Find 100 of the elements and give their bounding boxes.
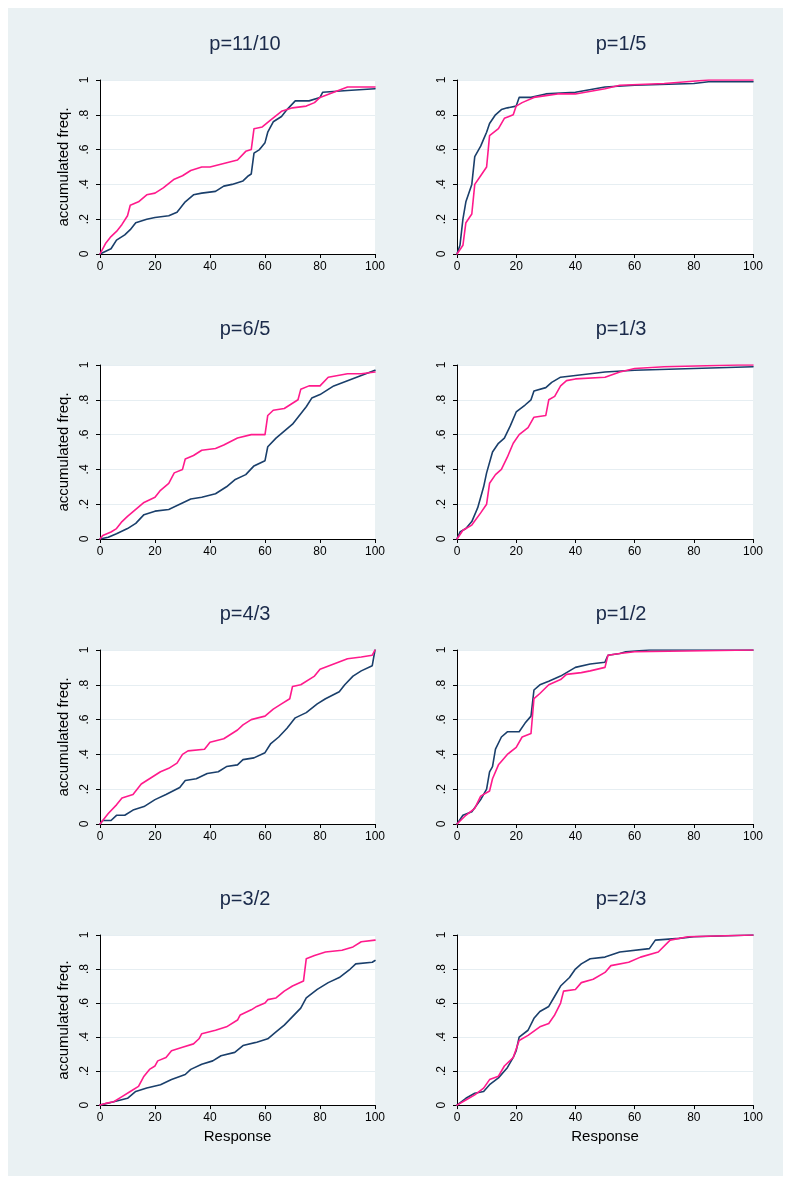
x-tick-label: 20 (148, 1110, 162, 1125)
y-tick-label: .6 (77, 429, 91, 440)
y-tick-label: 0 (434, 1101, 448, 1109)
y-tick-label: 1 (77, 361, 91, 369)
x-tick-label: 40 (568, 1110, 583, 1125)
x-tick-label: 100 (742, 259, 764, 273)
x-tick-label: 60 (258, 259, 272, 273)
y-tick-label: .2 (77, 1065, 91, 1077)
x-tick-label: 40 (203, 544, 217, 558)
x-tick-label: 60 (627, 259, 642, 273)
x-tick-label: 80 (687, 259, 701, 273)
y-tick-label: .6 (77, 714, 91, 725)
y-axis-title: accumulated freq. (54, 392, 71, 512)
chart-title: p=1/2 (595, 602, 647, 624)
x-tick-label: 60 (258, 829, 272, 843)
y-tick-label: .2 (77, 213, 91, 225)
y-tick-label: 1 (434, 76, 448, 84)
y-tick-label: .4 (77, 464, 91, 475)
x-tick-label: 0 (96, 259, 104, 273)
y-tick-label: .2 (77, 498, 91, 510)
y-tick-label: 0 (434, 250, 448, 258)
x-tick-label: 0 (453, 544, 461, 558)
y-axis-title: accumulated freq. (54, 677, 71, 797)
y-tick-label: .2 (434, 783, 448, 795)
x-tick-label: 80 (313, 259, 327, 273)
x-tick-label: 20 (509, 829, 524, 843)
x-tick-label: 100 (364, 544, 386, 558)
x-tick-label: 20 (148, 544, 162, 558)
chart-title: p=3/2 (219, 887, 271, 909)
y-tick-label: .2 (434, 1065, 448, 1077)
y-tick-label: .4 (434, 464, 448, 475)
x-tick-label: 0 (453, 259, 461, 273)
x-tick-label: 0 (453, 1110, 461, 1125)
x-tick-label: 20 (509, 259, 524, 273)
x-tick-label: 100 (364, 829, 386, 843)
y-tick-label: 1 (434, 646, 448, 654)
x-tick-label: 60 (627, 829, 642, 843)
x-tick-label: 0 (96, 544, 104, 558)
chart-title: p=1/5 (595, 32, 647, 54)
x-tick-label: 100 (364, 1110, 386, 1125)
x-tick-label: 100 (742, 1110, 764, 1125)
x-tick-label: 80 (313, 1110, 327, 1125)
y-tick-label: 0 (77, 250, 91, 258)
x-tick-label: 40 (568, 259, 583, 273)
y-tick-label: 1 (434, 361, 448, 369)
x-tick-label: 80 (313, 829, 327, 843)
y-tick-label: .6 (77, 144, 91, 155)
x-tick-label: 100 (742, 544, 764, 558)
x-tick-label: 20 (148, 259, 162, 273)
y-tick-label: 0 (434, 535, 448, 543)
x-tick-label: 100 (364, 259, 386, 273)
y-tick-label: 0 (77, 1101, 91, 1109)
y-tick-label: 1 (434, 931, 448, 939)
x-tick-label: 80 (687, 1110, 701, 1125)
line-series (99, 649, 376, 825)
x-tick-label: 60 (627, 1110, 642, 1125)
x-tick-label: 40 (203, 829, 217, 843)
y-tick-label: .4 (77, 1031, 91, 1043)
y-tick-label: .4 (434, 1031, 448, 1043)
y-tick-label: .6 (434, 714, 448, 725)
y-axis-title: accumulated freq. (54, 960, 71, 1080)
y-tick-label: .2 (434, 498, 448, 510)
chart-title: p=1/3 (595, 317, 647, 339)
y-tick-label: .4 (77, 179, 91, 190)
y-tick-label: 0 (77, 535, 91, 543)
y-tick-label: .8 (77, 109, 91, 120)
x-tick-label: 20 (509, 1110, 524, 1125)
x-tick-label: 60 (627, 544, 642, 558)
y-tick-label: 1 (77, 76, 91, 84)
y-tick-label: 0 (77, 820, 91, 828)
chart-title: p=11/10 (209, 32, 281, 54)
y-tick-label: .8 (434, 394, 448, 405)
y-tick-label: .8 (77, 679, 91, 690)
x-tick-label: 80 (687, 544, 701, 558)
x-tick-label: 40 (203, 259, 217, 273)
y-tick-label: 0 (434, 820, 448, 828)
x-tick-label: 20 (509, 544, 524, 558)
y-tick-label: .8 (434, 679, 448, 690)
y-tick-label: 1 (77, 931, 91, 939)
chart-title: p=6/5 (219, 317, 271, 339)
x-axis-title: Response (203, 1127, 272, 1144)
chart-title: p=4/3 (219, 602, 271, 624)
x-tick-label: 0 (96, 1110, 104, 1125)
y-tick-label: .6 (77, 997, 91, 1009)
x-tick-label: 0 (453, 829, 461, 843)
y-axis-title: accumulated freq. (54, 107, 71, 227)
line-series (456, 934, 754, 1106)
x-tick-label: 60 (258, 544, 272, 558)
x-tick-label: 60 (258, 1110, 272, 1125)
y-tick-label: .8 (434, 109, 448, 120)
y-tick-label: .6 (434, 144, 448, 155)
y-tick-label: .4 (434, 179, 448, 190)
chart-title: p=2/3 (595, 887, 647, 909)
x-tick-label: 20 (148, 829, 162, 843)
y-tick-label: .2 (434, 213, 448, 225)
x-tick-label: 40 (568, 829, 583, 843)
x-tick-label: 80 (687, 829, 701, 843)
y-tick-label: .2 (77, 783, 91, 795)
x-tick-label: 100 (742, 829, 764, 843)
y-tick-label: 1 (77, 646, 91, 654)
